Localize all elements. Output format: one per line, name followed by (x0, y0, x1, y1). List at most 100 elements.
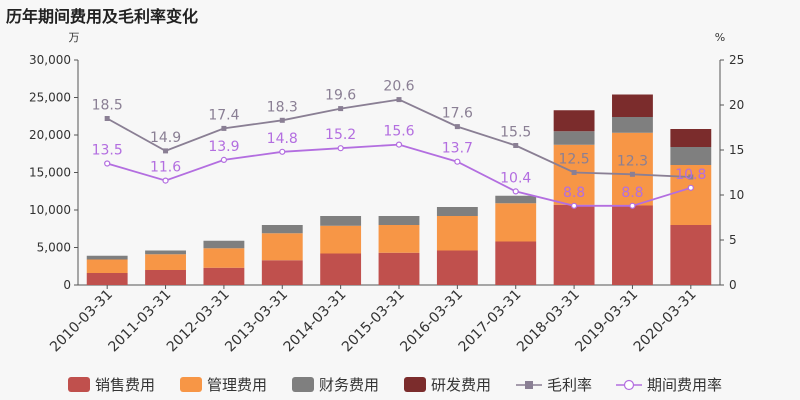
point-毛利率 (571, 170, 577, 175)
data-label-期间费用率: 13.5 (92, 143, 123, 159)
bar-财务费用 (495, 195, 537, 204)
legend-label: 研发费用 (431, 376, 491, 394)
legend-swatch-研发费用 (404, 377, 426, 392)
right-tick-label: 10 (729, 188, 744, 202)
legend-label: 财务费用 (319, 376, 379, 394)
point-毛利率 (104, 116, 110, 121)
bar-销售费用 (145, 270, 186, 285)
bar-研发费用 (670, 129, 712, 147)
point-期间费用率 (104, 160, 111, 167)
data-label-毛利率: 20.6 (383, 79, 414, 95)
legend-swatch-管理费用 (180, 377, 202, 392)
bar-管理费用 (612, 132, 653, 206)
line-期间费用率 (106, 143, 692, 207)
legend-label: 毛利率 (547, 376, 592, 394)
bar-管理费用 (436, 216, 478, 251)
bar-财务费用 (612, 117, 653, 133)
bar-销售费用 (261, 260, 303, 285)
bar-销售费用 (612, 205, 653, 285)
data-label-毛利率: 17.6 (442, 106, 473, 122)
bar-销售费用 (203, 267, 245, 285)
data-label-毛利率: 19.6 (325, 88, 356, 104)
data-label-期间费用率: 8.8 (621, 185, 643, 201)
bar-管理费用 (378, 225, 420, 253)
point-期间费用率 (220, 156, 228, 163)
legend-marker-毛利率 (525, 381, 533, 389)
point-毛利率 (396, 97, 402, 103)
data-label-期间费用率: 15.6 (383, 124, 414, 140)
point-期间费用率 (337, 145, 344, 152)
legend-label: 管理费用 (207, 376, 267, 394)
bar-研发费用 (612, 94, 653, 117)
left-tick-label: 20,000 (29, 128, 71, 142)
data-label-期间费用率: 13.7 (442, 141, 473, 157)
left-tick-label: 15,000 (29, 166, 71, 180)
left-tick-label: 30,000 (29, 53, 71, 67)
data-label-毛利率: 12.5 (559, 152, 590, 168)
bar-销售费用 (378, 252, 420, 285)
bar-管理费用 (320, 225, 362, 254)
bar-财务费用 (261, 225, 303, 234)
bar-管理费用 (86, 259, 128, 273)
left-tick-label: 10,000 (29, 203, 71, 217)
point-期间费用率 (629, 202, 636, 209)
point-期间费用率 (395, 141, 403, 148)
right-tick-label: 0 (729, 278, 737, 292)
left-tick-label: 5,000 (37, 241, 71, 255)
right-axis-unit: % (715, 31, 725, 44)
bar-管理费用 (495, 203, 537, 242)
point-期间费用率 (279, 148, 286, 155)
bar-管理费用 (261, 233, 303, 261)
data-label-毛利率: 18.5 (92, 98, 123, 114)
data-label-毛利率: 14.9 (150, 130, 181, 146)
x-tick-label: 2020-03-31 (631, 287, 700, 356)
data-label-毛利率: 18.3 (267, 99, 298, 115)
bar-销售费用 (320, 253, 362, 285)
bar-销售费用 (670, 225, 712, 285)
point-毛利率 (513, 143, 519, 148)
left-tick-label: 0 (63, 278, 71, 292)
data-label-期间费用率: 8.8 (563, 185, 585, 201)
point-期间费用率 (454, 158, 461, 165)
left-axis-unit: 万 (69, 31, 80, 44)
bar-销售费用 (495, 241, 537, 285)
bar-财务费用 (436, 207, 478, 216)
legend-label: 期间费用率 (647, 376, 722, 394)
data-label-期间费用率: 10.8 (675, 167, 706, 183)
data-label-期间费用率: 10.4 (500, 170, 531, 186)
right-tick-label: 20 (729, 98, 744, 112)
point-毛利率 (221, 125, 227, 131)
bar-销售费用 (436, 250, 478, 285)
bar-销售费用 (553, 204, 595, 285)
point-期间费用率 (512, 188, 519, 195)
bar-财务费用 (145, 250, 186, 255)
bar-财务费用 (670, 147, 712, 165)
right-tick-label: 5 (729, 233, 737, 247)
bar-财务费用 (203, 240, 245, 249)
data-label-毛利率: 12.3 (617, 153, 648, 169)
bar-财务费用 (378, 216, 420, 225)
data-label-毛利率: 17.4 (208, 107, 239, 123)
data-label-毛利率: 15.5 (500, 125, 531, 141)
legend-swatch-销售费用 (68, 377, 90, 392)
point-毛利率 (454, 124, 460, 130)
legend-marker-期间费用率 (623, 379, 635, 391)
bar-管理费用 (203, 248, 245, 268)
point-期间费用率 (570, 202, 578, 209)
bar-财务费用 (86, 255, 128, 260)
right-tick-label: 25 (729, 53, 744, 67)
point-期间费用率 (687, 184, 694, 191)
bar-销售费用 (86, 273, 128, 285)
bar-财务费用 (320, 216, 362, 226)
right-tick-label: 15 (729, 143, 744, 157)
data-label-期间费用率: 14.8 (267, 131, 298, 147)
point-毛利率 (279, 117, 285, 123)
point-毛利率 (688, 174, 694, 180)
point-毛利率 (163, 148, 169, 154)
data-label-期间费用率: 13.9 (208, 139, 239, 155)
bar-财务费用 (553, 131, 595, 145)
point-毛利率 (629, 171, 635, 177)
chart-title: 历年期间费用及毛利率变化 (6, 7, 199, 26)
data-label-期间费用率: 15.2 (325, 127, 356, 143)
